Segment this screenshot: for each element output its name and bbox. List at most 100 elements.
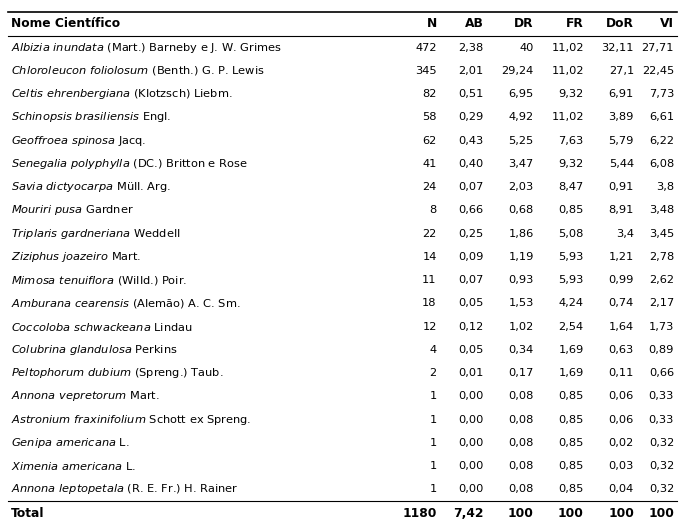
Text: 82: 82 xyxy=(423,89,437,99)
Text: 1,21: 1,21 xyxy=(609,252,634,262)
Text: 0,89: 0,89 xyxy=(649,345,674,355)
Text: 40: 40 xyxy=(519,43,534,53)
Text: 4,24: 4,24 xyxy=(559,298,584,309)
Text: 27,71: 27,71 xyxy=(642,43,674,53)
Text: 11: 11 xyxy=(422,275,437,285)
Text: 100: 100 xyxy=(558,506,584,519)
Text: 0,08: 0,08 xyxy=(508,438,534,448)
Text: $\it{Annona\ vepretorum}$ Mart.: $\it{Annona\ vepretorum}$ Mart. xyxy=(11,389,160,404)
Text: 8: 8 xyxy=(429,205,437,216)
Text: 0,00: 0,00 xyxy=(458,438,484,448)
Text: 0,68: 0,68 xyxy=(508,205,534,216)
Text: $\it{Mouriri\ pusa}$ Gardner: $\it{Mouriri\ pusa}$ Gardner xyxy=(11,204,134,217)
Text: 1: 1 xyxy=(429,392,437,401)
Text: $\it{Schinopsis\ brasiliensis}$ Engl.: $\it{Schinopsis\ brasiliensis}$ Engl. xyxy=(11,110,171,124)
Text: 7,63: 7,63 xyxy=(558,136,584,146)
Text: 1180: 1180 xyxy=(402,506,437,519)
Text: 5,25: 5,25 xyxy=(508,136,534,146)
Text: 9,32: 9,32 xyxy=(558,159,584,169)
Text: $\it{Amburana\ cearensis}$ (Alemão) A. C. Sm.: $\it{Amburana\ cearensis}$ (Alemão) A. C… xyxy=(11,297,240,310)
Text: VI: VI xyxy=(660,17,674,30)
Text: 18: 18 xyxy=(422,298,437,309)
Text: 1: 1 xyxy=(429,484,437,494)
Text: 1: 1 xyxy=(429,461,437,471)
Text: N: N xyxy=(427,17,437,30)
Text: 3,8: 3,8 xyxy=(656,182,674,192)
Text: 8,91: 8,91 xyxy=(608,205,634,216)
Text: 14: 14 xyxy=(423,252,437,262)
Text: 62: 62 xyxy=(423,136,437,146)
Text: 11,02: 11,02 xyxy=(551,66,584,76)
Text: 0,02: 0,02 xyxy=(609,438,634,448)
Text: 11,02: 11,02 xyxy=(551,43,584,53)
Text: 1,64: 1,64 xyxy=(609,322,634,331)
Text: 0,00: 0,00 xyxy=(458,392,484,401)
Text: 0,08: 0,08 xyxy=(508,414,534,424)
Text: 0,11: 0,11 xyxy=(608,368,634,378)
Text: 6,91: 6,91 xyxy=(609,89,634,99)
Text: 11,02: 11,02 xyxy=(551,112,584,122)
Text: 0,32: 0,32 xyxy=(649,461,674,471)
Text: 0,17: 0,17 xyxy=(508,368,534,378)
Text: 2,01: 2,01 xyxy=(458,66,484,76)
Text: 5,08: 5,08 xyxy=(558,229,584,239)
Text: 5,79: 5,79 xyxy=(608,136,634,146)
Text: $\it{Genipa\ americana}$ L.: $\it{Genipa\ americana}$ L. xyxy=(11,436,129,450)
Text: 27,1: 27,1 xyxy=(609,66,634,76)
Text: 1,69: 1,69 xyxy=(558,368,584,378)
Text: 0,07: 0,07 xyxy=(458,275,484,285)
Text: FR: FR xyxy=(566,17,584,30)
Text: 2,78: 2,78 xyxy=(649,252,674,262)
Text: 0,00: 0,00 xyxy=(458,461,484,471)
Text: 0,08: 0,08 xyxy=(508,392,534,401)
Text: 0,34: 0,34 xyxy=(508,345,534,355)
Text: DoR: DoR xyxy=(606,17,634,30)
Text: 41: 41 xyxy=(423,159,437,169)
Text: 100: 100 xyxy=(508,506,534,519)
Text: 0,29: 0,29 xyxy=(458,112,484,122)
Text: $\it{Geoffroea\ spinosa}$ Jacq.: $\it{Geoffroea\ spinosa}$ Jacq. xyxy=(11,134,146,148)
Text: 0,25: 0,25 xyxy=(458,229,484,239)
Text: 12: 12 xyxy=(423,322,437,331)
Text: 7,42: 7,42 xyxy=(453,506,484,519)
Text: 0,06: 0,06 xyxy=(609,392,634,401)
Text: $\it{Peltophorum\ dubium}$ (Spreng.) Taub.: $\it{Peltophorum\ dubium}$ (Spreng.) Tau… xyxy=(11,366,223,380)
Text: $\it{Colubrina\ glandulosa}$ Perkins: $\it{Colubrina\ glandulosa}$ Perkins xyxy=(11,343,177,357)
Text: 0,93: 0,93 xyxy=(508,275,534,285)
Text: 5,93: 5,93 xyxy=(558,252,584,262)
Text: 100: 100 xyxy=(608,506,634,519)
Text: $\it{Albizia\ inundata}$ (Mart.) Barneby e J. W. Grimes: $\it{Albizia\ inundata}$ (Mart.) Barneby… xyxy=(11,41,282,55)
Text: $\it{Annona\ leptopetala}$ (R. E. Fr.) H. Rainer: $\it{Annona\ leptopetala}$ (R. E. Fr.) H… xyxy=(11,482,238,496)
Text: 9,32: 9,32 xyxy=(558,89,584,99)
Text: 3,47: 3,47 xyxy=(508,159,534,169)
Text: $\it{Chloroleucon\ foliolosum}$ (Benth.) G. P. Lewis: $\it{Chloroleucon\ foliolosum}$ (Benth.)… xyxy=(11,64,264,77)
Text: 24: 24 xyxy=(423,182,437,192)
Text: 0,66: 0,66 xyxy=(458,205,484,216)
Text: $\it{Savia\ dictyocarpa}$ Müll. Arg.: $\it{Savia\ dictyocarpa}$ Müll. Arg. xyxy=(11,180,171,194)
Text: 5,44: 5,44 xyxy=(609,159,634,169)
Text: Nome Científico: Nome Científico xyxy=(11,17,120,30)
Text: $\it{Mimosa\ tenuiflora}$ (Willd.) Poir.: $\it{Mimosa\ tenuiflora}$ (Willd.) Poir. xyxy=(11,274,187,287)
Text: 1,53: 1,53 xyxy=(508,298,534,309)
Text: 0,40: 0,40 xyxy=(458,159,484,169)
Text: $\it{Celtis\ ehrenbergiana}$ (Klotzsch) Liebm.: $\it{Celtis\ ehrenbergiana}$ (Klotzsch) … xyxy=(11,87,232,101)
Text: DR: DR xyxy=(514,17,534,30)
Text: 472: 472 xyxy=(415,43,437,53)
Text: 22: 22 xyxy=(423,229,437,239)
Text: $\it{Astronium\ fraxinifolium}$ Schott ex Spreng.: $\it{Astronium\ fraxinifolium}$ Schott e… xyxy=(11,412,251,426)
Text: 3,4: 3,4 xyxy=(616,229,634,239)
Text: 1,19: 1,19 xyxy=(508,252,534,262)
Text: 0,06: 0,06 xyxy=(609,414,634,424)
Text: 0,12: 0,12 xyxy=(458,322,484,331)
Text: 0,85: 0,85 xyxy=(558,205,584,216)
Text: $\it{Senegalia\ polyphylla}$ (DC.) Britton e Rose: $\it{Senegalia\ polyphylla}$ (DC.) Britt… xyxy=(11,157,248,171)
Text: 1,73: 1,73 xyxy=(649,322,674,331)
Text: 0,03: 0,03 xyxy=(608,461,634,471)
Text: 0,99: 0,99 xyxy=(608,275,634,285)
Text: 2,17: 2,17 xyxy=(649,298,674,309)
Text: 0,32: 0,32 xyxy=(649,484,674,494)
Text: 0,08: 0,08 xyxy=(508,461,534,471)
Text: 2,03: 2,03 xyxy=(508,182,534,192)
Text: 0,08: 0,08 xyxy=(508,484,534,494)
Text: 0,51: 0,51 xyxy=(458,89,484,99)
